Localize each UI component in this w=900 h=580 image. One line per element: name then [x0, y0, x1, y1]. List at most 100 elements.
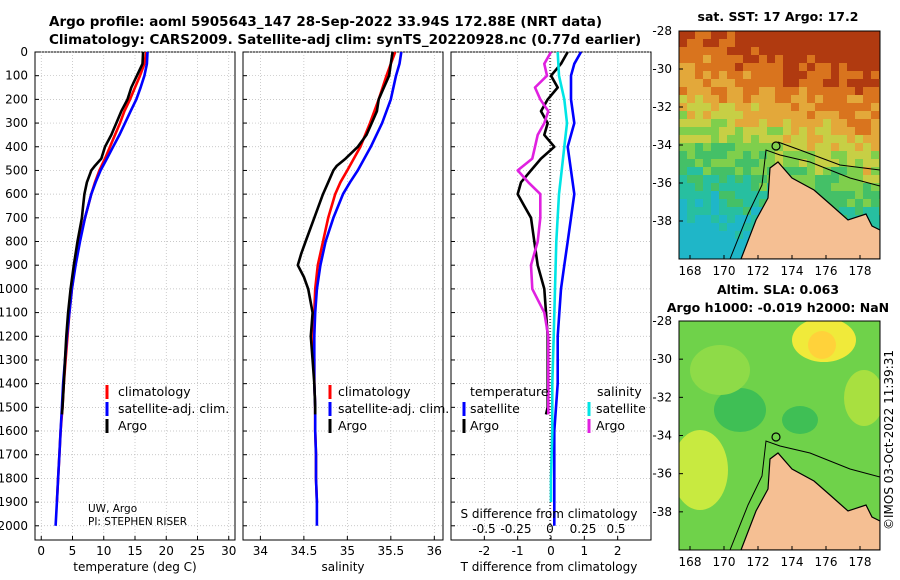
- sst-cell: [735, 191, 743, 199]
- sst-cell: [863, 135, 871, 143]
- sst-cell: [743, 55, 751, 63]
- sst-cell: [807, 103, 815, 111]
- sst-cell: [847, 191, 855, 199]
- sst-cell: [847, 175, 855, 183]
- depth-tick-label: 1100: [0, 306, 28, 320]
- sst-cell: [863, 95, 871, 103]
- sst-cell: [759, 71, 767, 79]
- sst-cell: [679, 79, 687, 87]
- sst-cell: [807, 175, 815, 183]
- sst-cell: [703, 159, 711, 167]
- sst-cell: [847, 199, 855, 207]
- sst-cell: [679, 55, 687, 63]
- sst-cell: [679, 215, 687, 223]
- sst-cell: [775, 55, 783, 63]
- sst-cell: [807, 135, 815, 143]
- sst-cell: [815, 143, 823, 151]
- lat-tick-label: -28: [652, 314, 672, 328]
- sst-cell: [847, 31, 855, 39]
- sst-cell: [831, 47, 839, 55]
- lon-tick-label: 170: [713, 264, 736, 278]
- sst-cell: [823, 191, 831, 199]
- sst-cell: [799, 127, 807, 135]
- sst-cell: [783, 127, 791, 135]
- sst-cell: [767, 87, 775, 95]
- sst-cell: [799, 55, 807, 63]
- sst-cell: [823, 63, 831, 71]
- sst-cell: [687, 255, 695, 259]
- sst-cell: [823, 151, 831, 159]
- sst-cell: [735, 95, 743, 103]
- sst-cell: [791, 71, 799, 79]
- sst-cell: [815, 159, 823, 167]
- sst-cell: [799, 119, 807, 127]
- sst-cell: [775, 71, 783, 79]
- sst-cell: [767, 143, 775, 151]
- sst-cell: [791, 151, 799, 159]
- sst-cell: [815, 183, 823, 191]
- sst-cell: [703, 39, 711, 47]
- sst-cell: [871, 207, 879, 215]
- sst-cell: [767, 127, 775, 135]
- sst-cell: [775, 63, 783, 71]
- sst-cell: [831, 175, 839, 183]
- sst-cell: [783, 31, 791, 39]
- salinity-plot-frame: [242, 51, 444, 541]
- lat-tick-label: -38: [652, 505, 672, 519]
- sst-cell: [759, 119, 767, 127]
- sst-cell: [775, 79, 783, 87]
- sst-cell: [751, 39, 759, 47]
- sst-cell: [735, 47, 743, 55]
- sst-cell: [687, 39, 695, 47]
- sst-cell: [679, 87, 687, 95]
- lon-tick-label: 172: [747, 555, 770, 569]
- sst-cell: [807, 159, 815, 167]
- sst-cell: [751, 79, 759, 87]
- sst-cell: [767, 111, 775, 119]
- sst-cell: [759, 103, 767, 111]
- difference-x-tick-label: 1: [581, 544, 589, 558]
- legend-climatology-label: climatology: [338, 384, 411, 399]
- sst-cell: [823, 143, 831, 151]
- lat-tick-label: -34: [652, 138, 672, 152]
- sst-cell: [687, 31, 695, 39]
- sst-cell: [783, 47, 791, 55]
- sst-cell: [855, 55, 863, 63]
- sst-cell: [871, 111, 879, 119]
- lon-tick-label: 176: [815, 264, 838, 278]
- sst-cell: [759, 135, 767, 143]
- temperature-x-tick-label: 20: [159, 544, 174, 558]
- sst-cell: [719, 87, 727, 95]
- sst-cell: [703, 143, 711, 151]
- sst-cell: [855, 39, 863, 47]
- sst-cell: [695, 31, 703, 39]
- sst-cell: [743, 47, 751, 55]
- sst-cell: [783, 159, 791, 167]
- sst-cell: [791, 159, 799, 167]
- sst-cell: [695, 239, 703, 247]
- sst-cell: [711, 167, 719, 175]
- temperature-series-satellite-adj-clim-: [54, 51, 149, 526]
- sst-cell: [711, 87, 719, 95]
- sst-cell: [815, 111, 823, 119]
- sst-cell: [711, 135, 719, 143]
- sst-cell: [871, 55, 879, 63]
- sst-cell: [839, 111, 847, 119]
- sst-cell: [679, 223, 687, 231]
- sst-cell: [703, 119, 711, 127]
- sst-cell: [719, 55, 727, 63]
- sst-cell: [687, 87, 695, 95]
- sst-cell: [695, 247, 703, 255]
- sst-cell: [839, 175, 847, 183]
- sst-cell: [711, 79, 719, 87]
- sst-cell: [831, 135, 839, 143]
- sst-cell: [727, 175, 735, 183]
- sst-cell: [839, 87, 847, 95]
- sst-cell: [679, 39, 687, 47]
- lon-tick-label: 174: [781, 264, 804, 278]
- sst-cell: [727, 127, 735, 135]
- sst-cell: [855, 127, 863, 135]
- sst-cell: [687, 247, 695, 255]
- sst-cell: [743, 191, 751, 199]
